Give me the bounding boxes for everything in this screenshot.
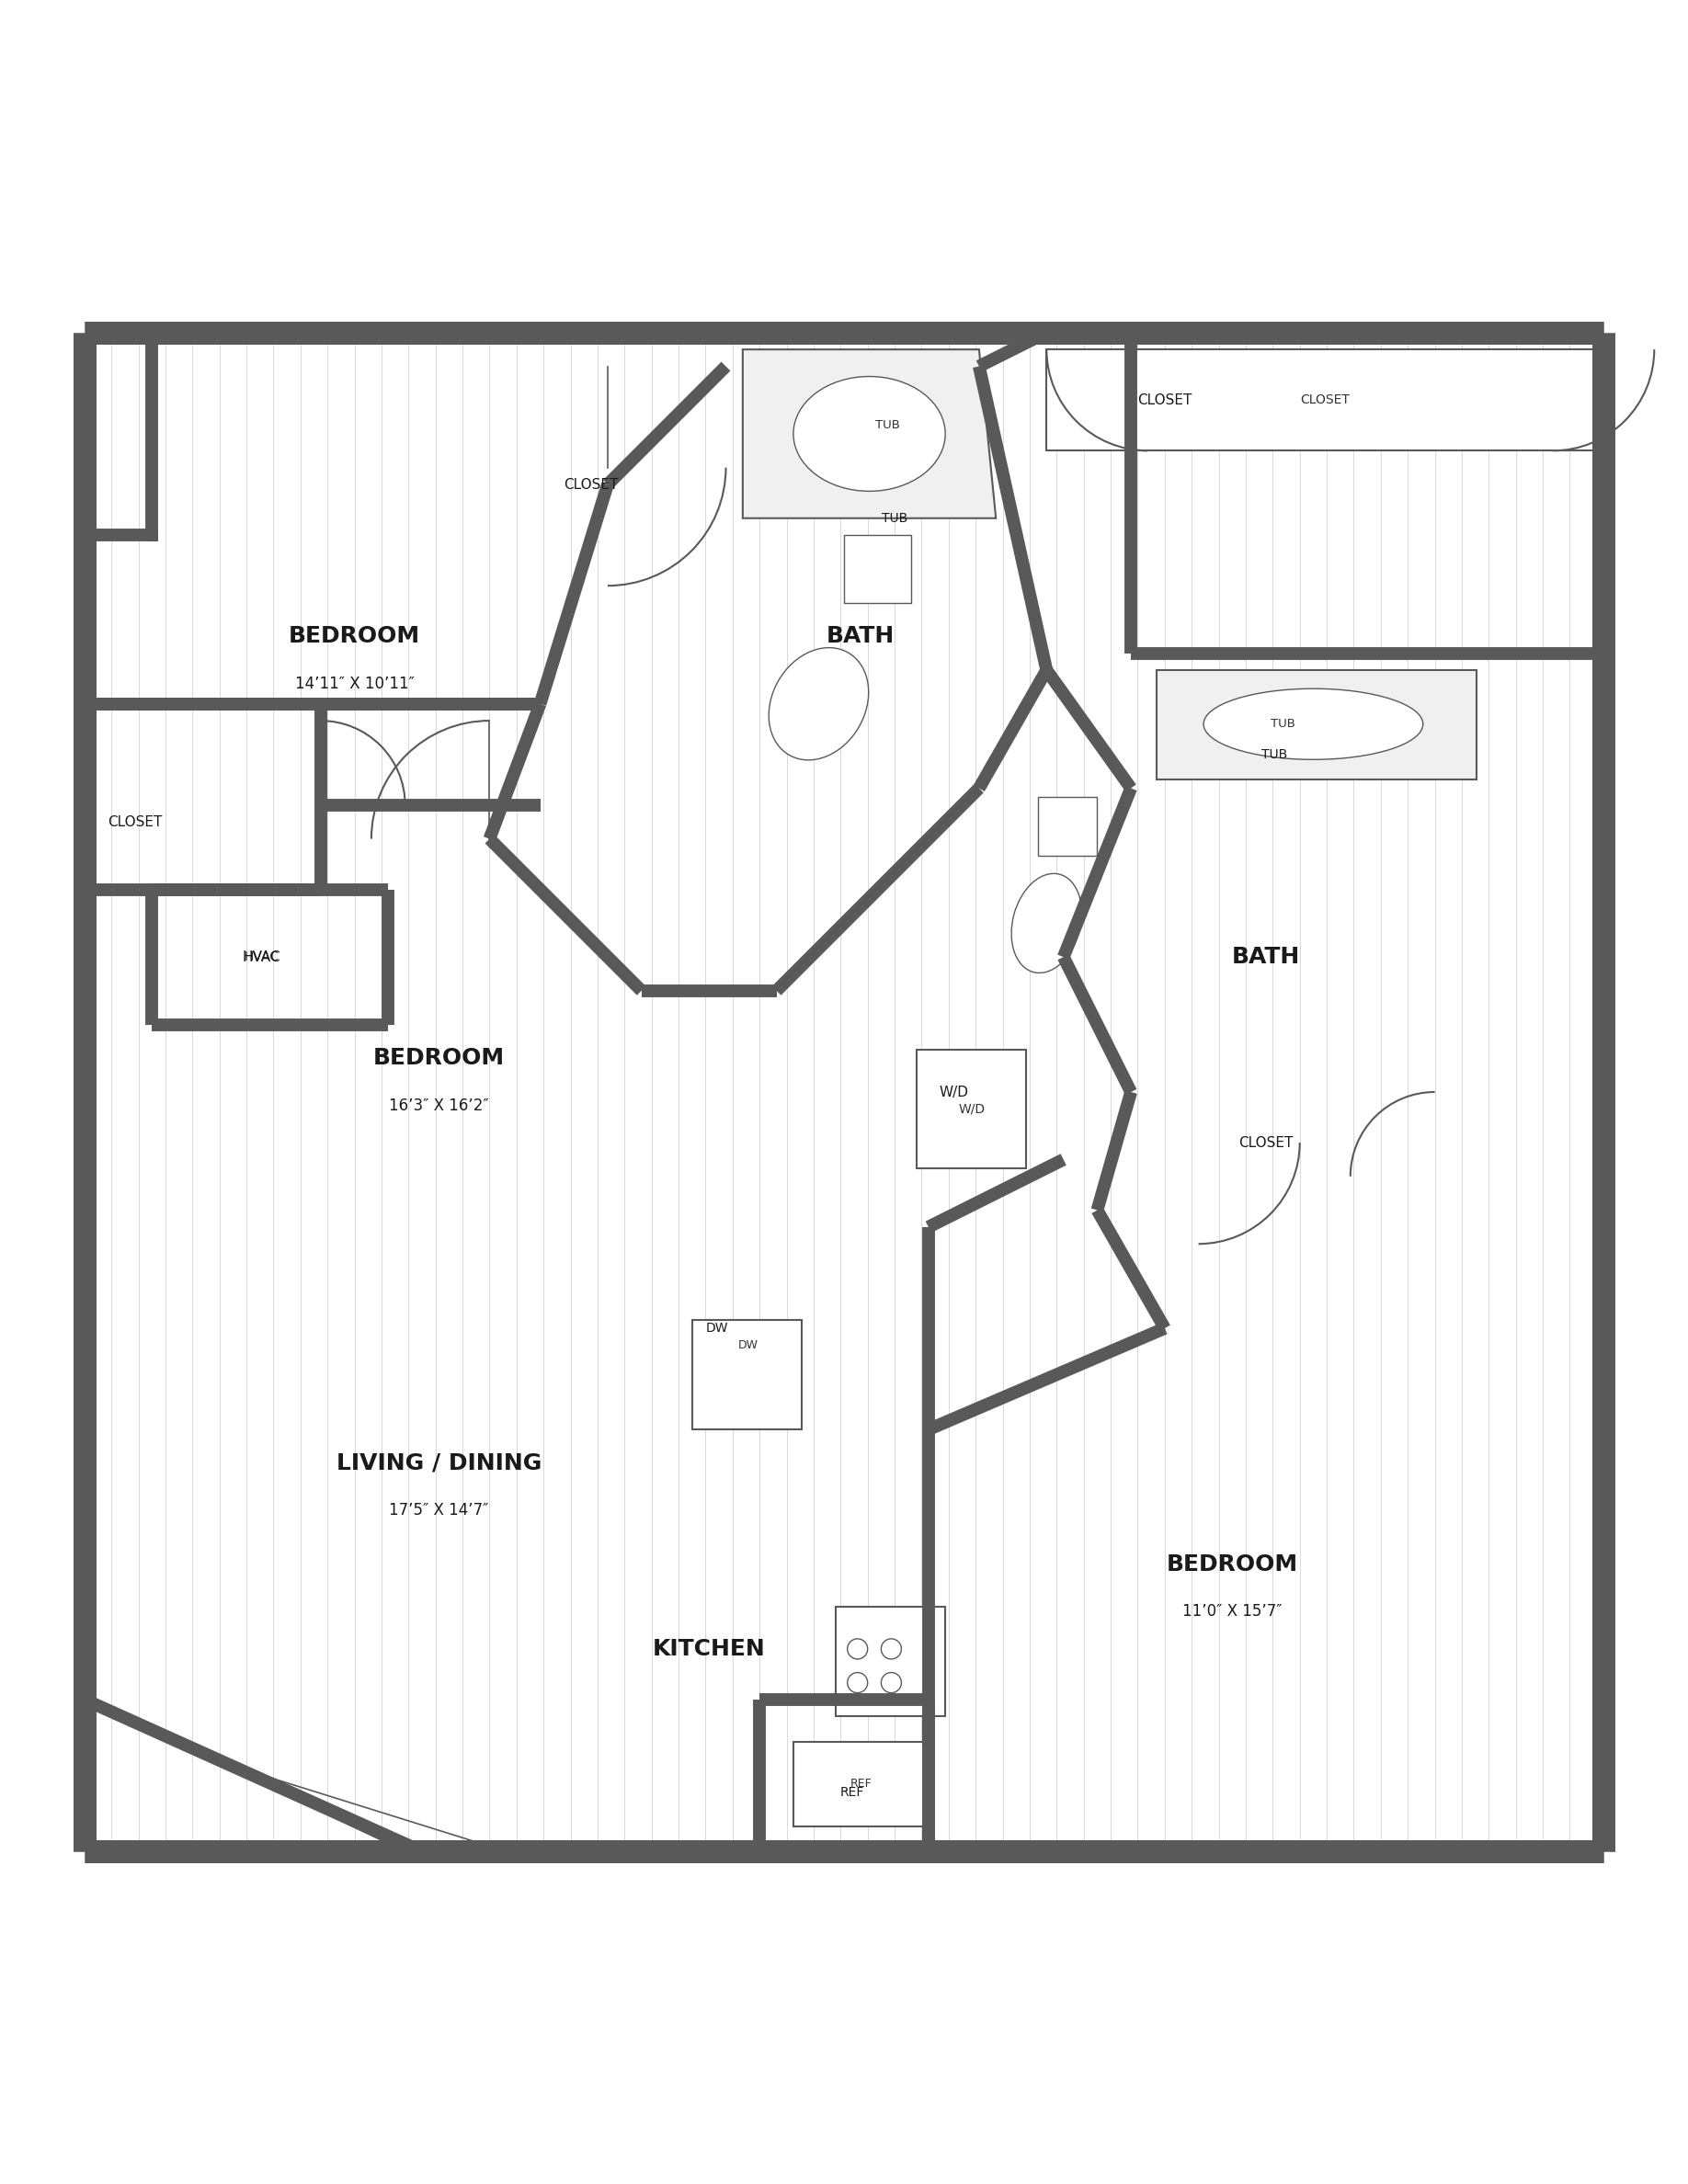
Text: TUB: TUB	[881, 511, 908, 524]
Ellipse shape	[1011, 874, 1082, 972]
Text: HVAC: HVAC	[243, 950, 280, 963]
Polygon shape	[743, 349, 996, 518]
Text: BEDROOM: BEDROOM	[289, 625, 420, 646]
Bar	[1038, 797, 1097, 856]
Text: 16’3″ X 16’2″: 16’3″ X 16’2″	[388, 1096, 490, 1114]
Text: BATH: BATH	[827, 625, 895, 646]
Text: 17’5″ X 14’7″: 17’5″ X 14’7″	[388, 1503, 490, 1518]
Circle shape	[847, 1673, 868, 1693]
Circle shape	[881, 1638, 901, 1660]
Bar	[844, 535, 912, 603]
Text: REF: REF	[841, 1787, 864, 1800]
Bar	[836, 1607, 945, 1717]
Bar	[917, 1051, 1026, 1168]
Bar	[793, 1743, 928, 1826]
Text: TUB: TUB	[1271, 719, 1295, 729]
Text: W/D: W/D	[959, 1103, 986, 1116]
Text: CLOSET: CLOSET	[1138, 393, 1192, 406]
Text: 14’11″ X 10’11″: 14’11″ X 10’11″	[295, 675, 414, 692]
Text: CLOSET: CLOSET	[564, 478, 618, 491]
Text: TUB: TUB	[1261, 749, 1288, 760]
Text: DW: DW	[706, 1321, 729, 1334]
Bar	[692, 1319, 802, 1431]
Text: BATH: BATH	[1232, 946, 1300, 968]
Text: LIVING / DINING: LIVING / DINING	[336, 1452, 542, 1474]
Bar	[1047, 349, 1604, 450]
Text: CLOSET: CLOSET	[1239, 1136, 1293, 1149]
Text: REF: REF	[851, 1778, 871, 1791]
Text: CLOSET: CLOSET	[1300, 393, 1350, 406]
Text: W/D: W/D	[939, 1085, 969, 1099]
Circle shape	[881, 1673, 901, 1693]
Text: DW: DW	[738, 1339, 758, 1352]
Text: KITCHEN: KITCHEN	[653, 1638, 765, 1660]
Polygon shape	[84, 332, 1604, 1852]
Ellipse shape	[793, 376, 945, 491]
Ellipse shape	[1204, 688, 1423, 760]
Bar	[1156, 670, 1477, 780]
Text: 11’0″ X 15’7″: 11’0″ X 15’7″	[1182, 1603, 1283, 1621]
Ellipse shape	[768, 649, 869, 760]
Circle shape	[847, 1638, 868, 1660]
Text: TUB: TUB	[876, 419, 900, 432]
Text: BEDROOM: BEDROOM	[373, 1046, 505, 1070]
Text: HVAC: HVAC	[245, 950, 279, 963]
Text: BEDROOM: BEDROOM	[1166, 1553, 1298, 1575]
Text: CLOSET: CLOSET	[108, 815, 162, 830]
